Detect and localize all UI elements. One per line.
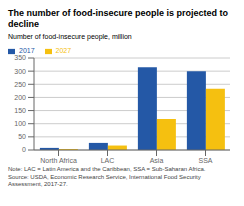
html-text:2027: 2027 xyxy=(55,47,72,54)
html-text:Source: USDA, Economic Researc: Source: USDA, Economic Research Service,… xyxy=(8,174,201,187)
svg-text:200: 200 xyxy=(14,94,26,101)
html-text:2017: 2017 xyxy=(19,47,35,54)
svg-text:0: 0 xyxy=(22,146,26,153)
svg-text:LAC: LAC xyxy=(101,157,115,164)
svg-text:250: 250 xyxy=(14,81,26,88)
svg-text:350: 350 xyxy=(14,54,26,61)
svg-text:150: 150 xyxy=(14,107,26,114)
html-text:The number of food-insecure pe: The number of food-insecure people is pr… xyxy=(8,8,228,29)
svg-text:North Africa: North Africa xyxy=(40,157,77,164)
html-text:Number of food-insecure people: Number of food-insecure people, million xyxy=(8,33,132,40)
svg-text:100: 100 xyxy=(14,120,26,127)
svg-text:300: 300 xyxy=(14,68,26,75)
svg-text:50: 50 xyxy=(18,133,26,140)
html-text:Note: LAC = Latin America and: Note: LAC = Latin America and the Caribb… xyxy=(8,166,206,172)
svg-text:SSA: SSA xyxy=(198,157,212,164)
svg-text:Asia: Asia xyxy=(150,157,164,164)
